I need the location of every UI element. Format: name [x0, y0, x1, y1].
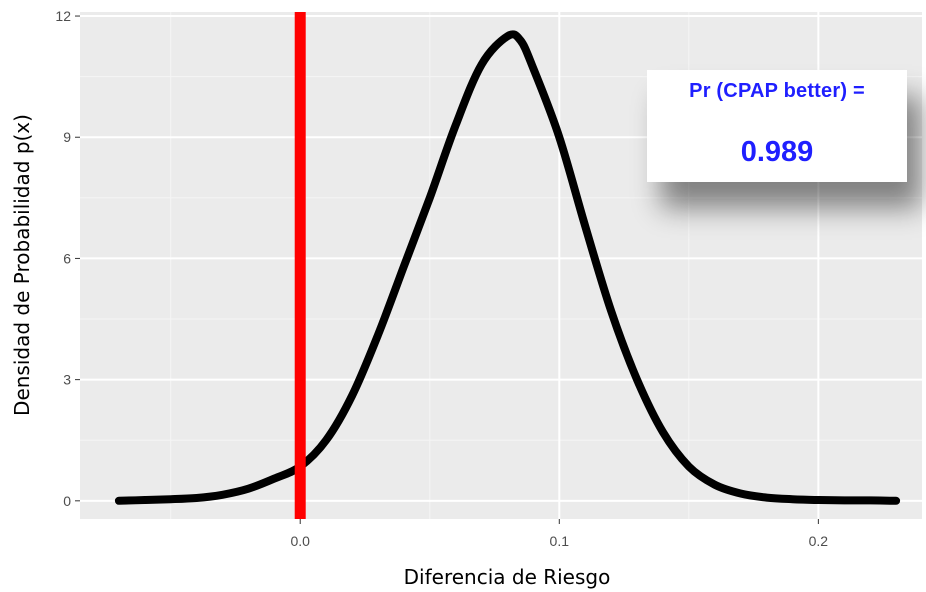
y-tick-label: 12	[55, 8, 71, 24]
y-tick-label: 6	[63, 250, 71, 266]
density-curve	[114, 30, 901, 505]
density-curve-layer	[114, 30, 901, 505]
y-tick-label: 0	[63, 493, 71, 509]
y-tick-label: 3	[63, 372, 71, 388]
callout-label: Pr (CPAP better) =	[689, 80, 865, 102]
y-axis-title: Densidad de Probabilidad p(x)	[10, 114, 34, 416]
axis-ticks	[75, 15, 819, 524]
x-tick-label: 0.2	[809, 533, 829, 549]
probability-callout: Pr (CPAP better) = 0.989	[647, 70, 907, 182]
y-tick-label: 9	[63, 129, 71, 145]
tick-labels: 0.0 0.1 0.2 0 3 6 9 12	[55, 8, 828, 549]
x-tick-label: 0.1	[550, 533, 570, 549]
callout-value: 0.989	[740, 136, 814, 168]
x-axis-title: Diferencia de Riesgo	[404, 565, 611, 589]
x-tick-label: 0.0	[290, 533, 310, 549]
